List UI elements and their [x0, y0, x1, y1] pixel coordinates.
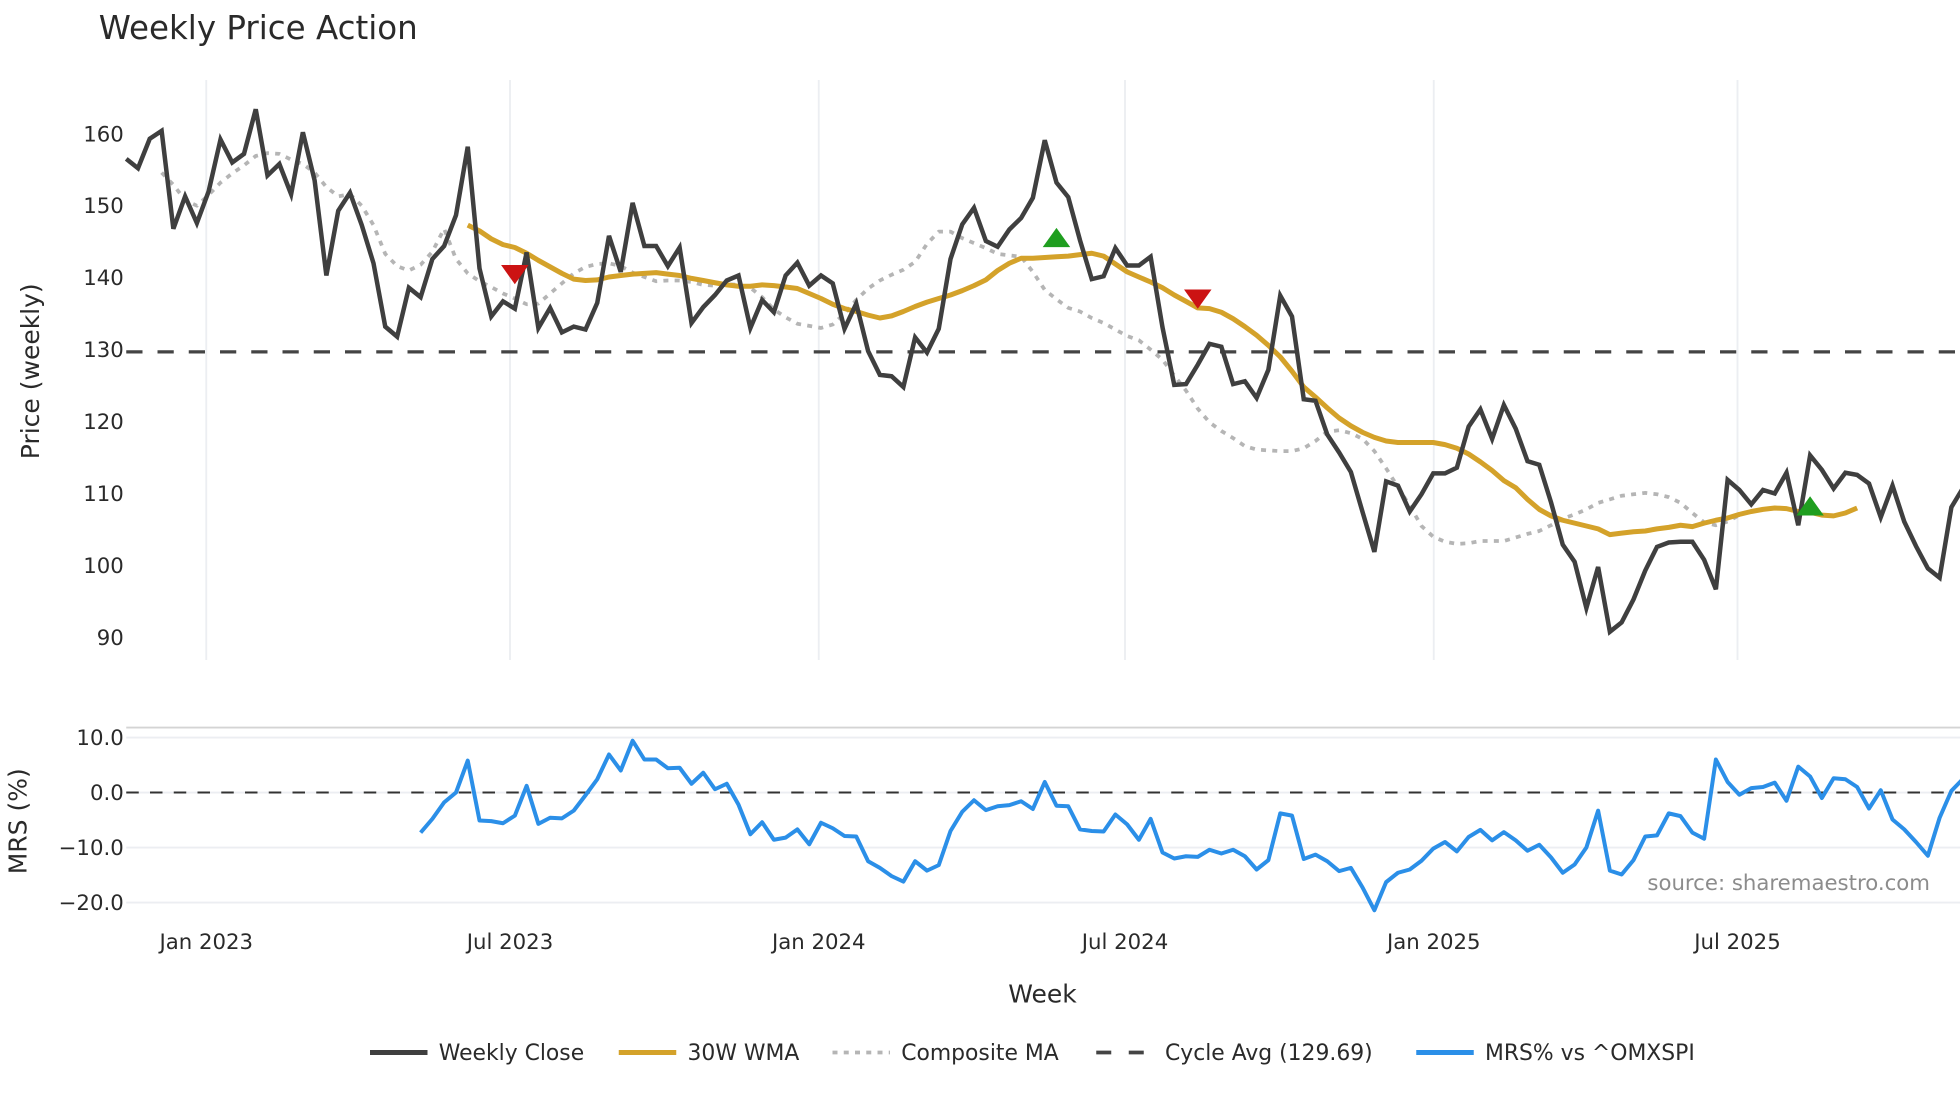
signal-markers: [501, 227, 1824, 516]
price-y-tick-label: 150: [83, 194, 124, 219]
legend-item[interactable]: Weekly Close: [370, 1041, 584, 1066]
sell-signal-triangle-down-icon: [501, 265, 529, 285]
price-y-tick-label: 160: [83, 122, 124, 147]
weekly-close-line: [124, 108, 1960, 636]
wma-30w-line: [466, 222, 1859, 538]
x-tick-label: Jul 2024: [1080, 930, 1168, 955]
x-tick-label: Jul 2023: [465, 930, 553, 955]
price-y-axis-ticks: 90 100 110 120 130 140 150 160: [83, 122, 124, 651]
mrs-y-tick-label: −20.0: [59, 891, 124, 916]
composite-ma-line: [160, 151, 1741, 546]
legend-label: MRS% vs ^OMXSPI: [1485, 1041, 1695, 1066]
mrs-y-tick-label: 10.0: [76, 726, 123, 751]
mrs-y-tick-label: 0.0: [90, 781, 124, 806]
price-panel: 90 100 110 120 130 140 150 160 Price (weekly): [16, 80, 1960, 661]
price-y-tick-label: 110: [83, 482, 124, 507]
x-axis-ticks: Jan 2023 Jul 2023 Jan 2024 Jul 2024 Jan 2025…: [157, 930, 1780, 955]
legend-item[interactable]: Composite MA: [832, 1041, 1059, 1066]
mrs-y-axis-title: MRS (%): [3, 768, 32, 874]
buy-signal-triangle-up-icon: [1042, 227, 1071, 248]
x-axis-title: Week: [1008, 980, 1077, 1009]
legend-item[interactable]: Cycle Avg (129.69): [1096, 1041, 1373, 1066]
price-y-tick-label: 130: [83, 338, 124, 363]
sell-signal-triangle-down-icon: [1184, 289, 1212, 309]
price-y-axis-title: Price (weekly): [16, 283, 45, 459]
legend-item[interactable]: MRS% vs ^OMXSPI: [1416, 1041, 1695, 1066]
price-gridlines: [205, 80, 1739, 661]
price-y-tick-label: 90: [97, 626, 124, 651]
price-y-tick-label: 100: [83, 554, 124, 579]
price-y-tick-label: 120: [83, 410, 124, 435]
legend-label: Composite MA: [901, 1041, 1058, 1066]
x-tick-label: Jan 2024: [770, 930, 866, 955]
legend-label: Cycle Avg (129.69): [1165, 1041, 1373, 1066]
legend-label: Weekly Close: [439, 1041, 584, 1066]
x-tick-label: Jul 2025: [1692, 930, 1780, 955]
buy-signal-triangle-up-icon: [1796, 496, 1824, 516]
legend: Weekly Close 30W WMA Composite MA Cycle Avg…: [370, 1041, 1695, 1066]
mrs-y-tick-label: −10.0: [59, 836, 124, 861]
legend-item[interactable]: 30W WMA: [618, 1041, 800, 1066]
chart-title: Weekly Price Action: [99, 9, 418, 47]
price-y-tick-label: 140: [83, 266, 124, 291]
source-label: source: sharemaestro.com: [1647, 871, 1930, 896]
x-tick-label: Jan 2025: [1385, 930, 1481, 955]
mrs-panel: 10.0 0.0 −10.0 −20.0 MRS (%) source: sharem…: [3, 726, 1960, 916]
mrs-y-axis-ticks: 10.0 0.0 −10.0 −20.0: [59, 726, 124, 916]
legend-label: 30W WMA: [688, 1041, 800, 1066]
x-tick-label: Jan 2023: [157, 930, 253, 955]
mrs-line: [419, 738, 1960, 913]
